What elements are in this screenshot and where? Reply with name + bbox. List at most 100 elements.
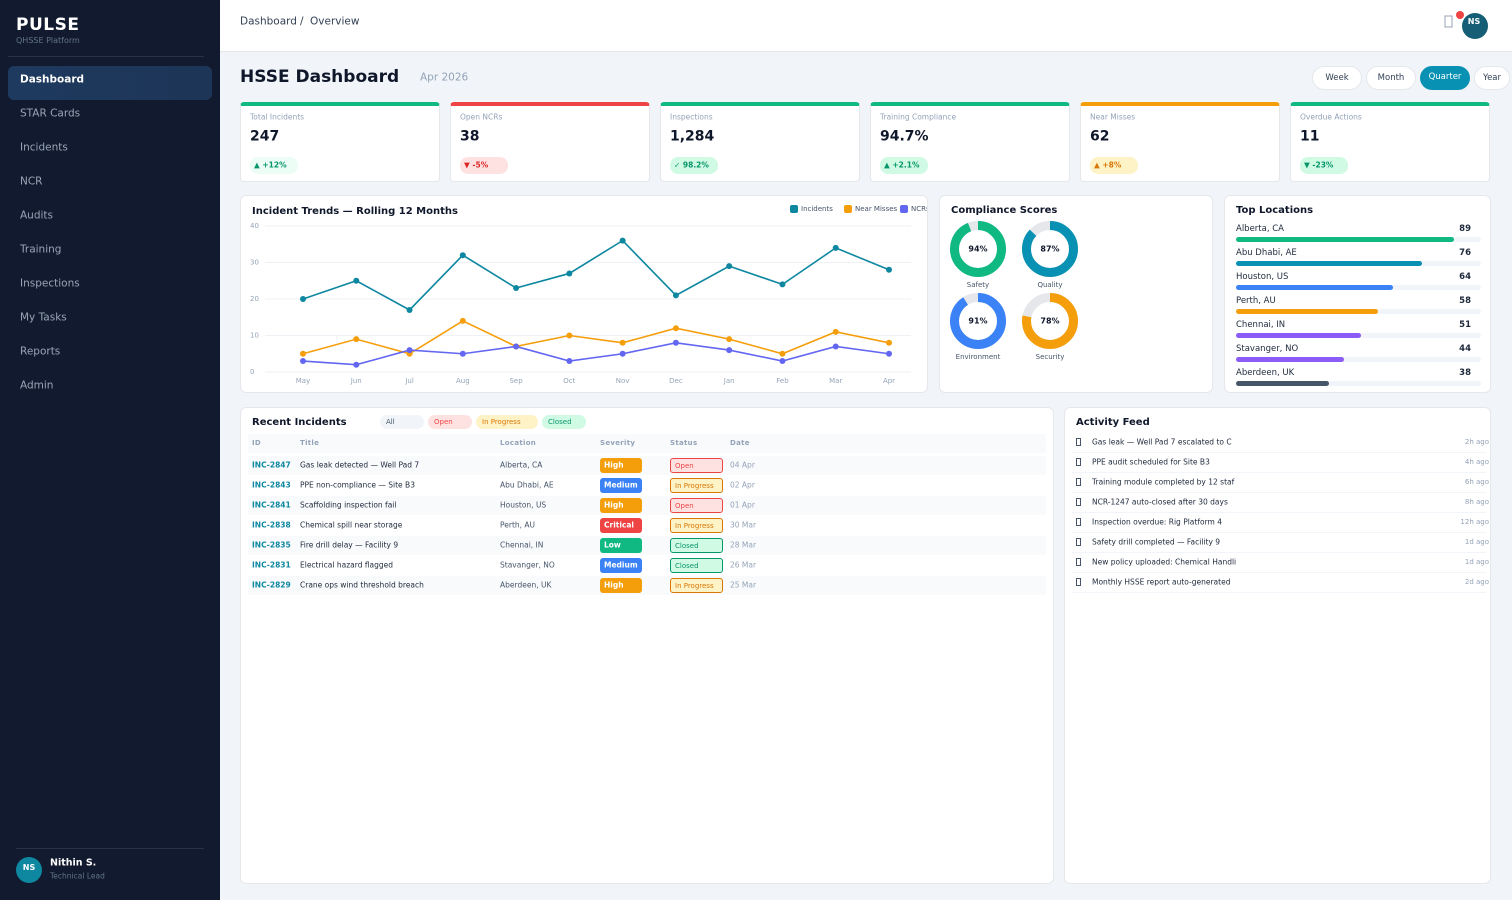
filter-chip[interactable]: Closed	[542, 415, 586, 429]
topbar	[220, 0, 1512, 52]
activity-icon	[1076, 498, 1081, 506]
bar	[1236, 357, 1344, 362]
activity-divider	[1072, 552, 1486, 553]
bell-icon[interactable]	[1443, 15, 1455, 29]
incident-date: 28 Mar	[730, 540, 757, 550]
activity-icon	[1076, 438, 1081, 446]
data-point	[406, 347, 413, 354]
top-avatar[interactable]: NS	[1462, 13, 1488, 39]
kpi-delta: ▼ -23%	[1300, 157, 1348, 174]
donut-label: Quality	[1037, 281, 1062, 289]
data-point	[300, 358, 306, 365]
data-point	[513, 285, 520, 292]
filter-chip[interactable]: In Progress	[476, 415, 538, 429]
row-bg	[248, 496, 1046, 515]
severity-text: Low	[604, 540, 621, 550]
x-tick-label: Dec	[669, 377, 683, 385]
data-point	[886, 350, 892, 357]
breadcrumb-item[interactable]: Dashboard	[240, 15, 297, 28]
nav-item[interactable]: Training	[20, 243, 62, 256]
range-label: Month	[1377, 72, 1405, 83]
y-tick-label: 20	[250, 295, 259, 303]
filter-chip[interactable]: All	[380, 415, 424, 429]
filter-label: Open	[434, 417, 453, 426]
incident-title: Scaffolding inspection fail	[300, 500, 397, 510]
activity-text: PPE audit scheduled for Site B3	[1092, 457, 1210, 467]
location-value: 89	[1459, 223, 1471, 234]
brand-subtitle: QHSSE Platform	[16, 36, 80, 46]
data-point	[779, 281, 786, 288]
row-bg	[248, 456, 1046, 475]
incident-location: Houston, US	[500, 500, 547, 510]
data-point	[832, 328, 839, 335]
nav-item[interactable]: Dashboard	[20, 73, 85, 86]
kpi-value: 38	[460, 128, 480, 145]
activity-divider	[1072, 532, 1486, 533]
kpi-card: Near Misses 62 ▲ +8%	[1080, 102, 1280, 182]
incident-id[interactable]: INC-2841	[252, 500, 291, 510]
nav-item[interactable]: My Tasks	[20, 311, 67, 324]
donut-arc	[1022, 293, 1078, 349]
location-name: Houston, US	[1236, 271, 1289, 282]
series-line	[302, 341, 890, 366]
nav-item[interactable]: Incidents	[20, 141, 68, 154]
column-header: Location	[500, 438, 537, 447]
filter-chip[interactable]: Open	[428, 415, 472, 429]
activity-divider	[1072, 472, 1486, 473]
nav-item[interactable]: Audits	[20, 209, 54, 222]
kpi-delta-text: ▲ +2.1%	[884, 160, 920, 170]
location-value: 64	[1459, 271, 1471, 282]
nav-item[interactable]: Admin	[20, 379, 54, 392]
card-title: Activity Feed	[1076, 417, 1150, 428]
legend-swatch	[844, 205, 852, 213]
incident-id[interactable]: INC-2835	[252, 540, 291, 550]
filter-label: All	[386, 417, 395, 426]
nav-item[interactable]: Reports	[20, 345, 61, 358]
kpi-label: Total Incidents	[250, 112, 305, 122]
data-point	[459, 317, 466, 324]
data-point	[886, 266, 892, 273]
kpi-delta-text: ▼ -5%	[464, 160, 489, 170]
severity-badge: High	[600, 498, 642, 513]
incidents-card: Recent Incidents All Open In Progress Closed…	[240, 407, 1054, 884]
kpi-value: 62	[1090, 128, 1110, 145]
data-point	[726, 263, 733, 270]
kpi-card: Inspections 1,284 ✓ 98.2%	[660, 102, 860, 182]
range-label: Week	[1325, 72, 1349, 83]
sidebar: PULSE QHSSE Platform Dashboard STAR Cards In…	[0, 0, 220, 900]
incident-id[interactable]: INC-2843	[252, 480, 291, 490]
kpi-delta: ✓ 98.2%	[670, 157, 718, 174]
incident-id[interactable]: INC-2838	[252, 520, 291, 530]
incident-id[interactable]: INC-2831	[252, 560, 291, 570]
activity-time: 2d ago	[1464, 577, 1489, 586]
incident-title: PPE non-compliance — Site B3	[300, 480, 415, 490]
incident-id[interactable]: INC-2847	[252, 460, 291, 470]
bar	[1236, 333, 1361, 338]
x-tick-label: Oct	[563, 377, 575, 385]
incident-title: Gas leak detected — Well Pad 7	[300, 460, 420, 470]
card-title: Recent Incidents	[252, 417, 347, 428]
activity-time: 1d ago	[1464, 537, 1489, 546]
status-text: Closed	[675, 561, 699, 570]
nav-item[interactable]: Inspections	[20, 277, 80, 290]
activity-divider	[1072, 512, 1486, 513]
data-point	[832, 244, 839, 251]
nav-item[interactable]: STAR Cards	[20, 107, 81, 120]
range-button[interactable]: Month	[1366, 66, 1416, 90]
activity-divider	[1072, 492, 1486, 493]
donut-label: Environment	[956, 353, 1001, 361]
x-tick-label: Sep	[509, 377, 523, 385]
range-button[interactable]: Week	[1312, 66, 1362, 90]
kpi-card: Total Incidents 247 ▲ +12%	[240, 102, 440, 182]
bar	[1236, 261, 1423, 266]
status-badge: In Progress	[670, 578, 723, 593]
incident-date: 04 Apr	[730, 460, 755, 470]
user-initials: NS	[22, 863, 36, 873]
severity-text: Medium	[604, 480, 638, 490]
nav-item[interactable]: NCR	[20, 175, 43, 188]
range-button[interactable]: Quarter	[1420, 66, 1470, 90]
range-button[interactable]: Year	[1474, 66, 1510, 90]
kpi-value: 11	[1300, 128, 1320, 145]
incident-title: Crane ops wind threshold breach	[300, 580, 424, 590]
incident-id[interactable]: INC-2829	[252, 580, 291, 590]
